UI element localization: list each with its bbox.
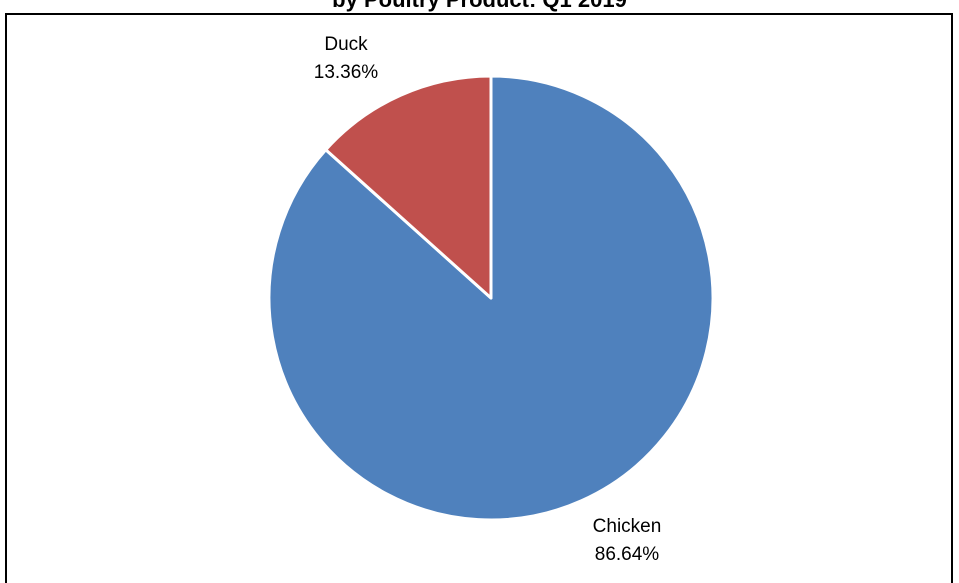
slice-value-chicken: 86.64% [595, 544, 660, 565]
slice-label-chicken: Chicken [593, 516, 662, 537]
slice-value-duck: 13.36% [314, 62, 379, 83]
pie-slice-duck [324, 74, 493, 300]
slice-label-duck: Duck [324, 34, 368, 55]
pie-slice-chicken [267, 74, 715, 522]
chart-title: by Poultry Product: Q1 2019 [0, 0, 959, 14]
